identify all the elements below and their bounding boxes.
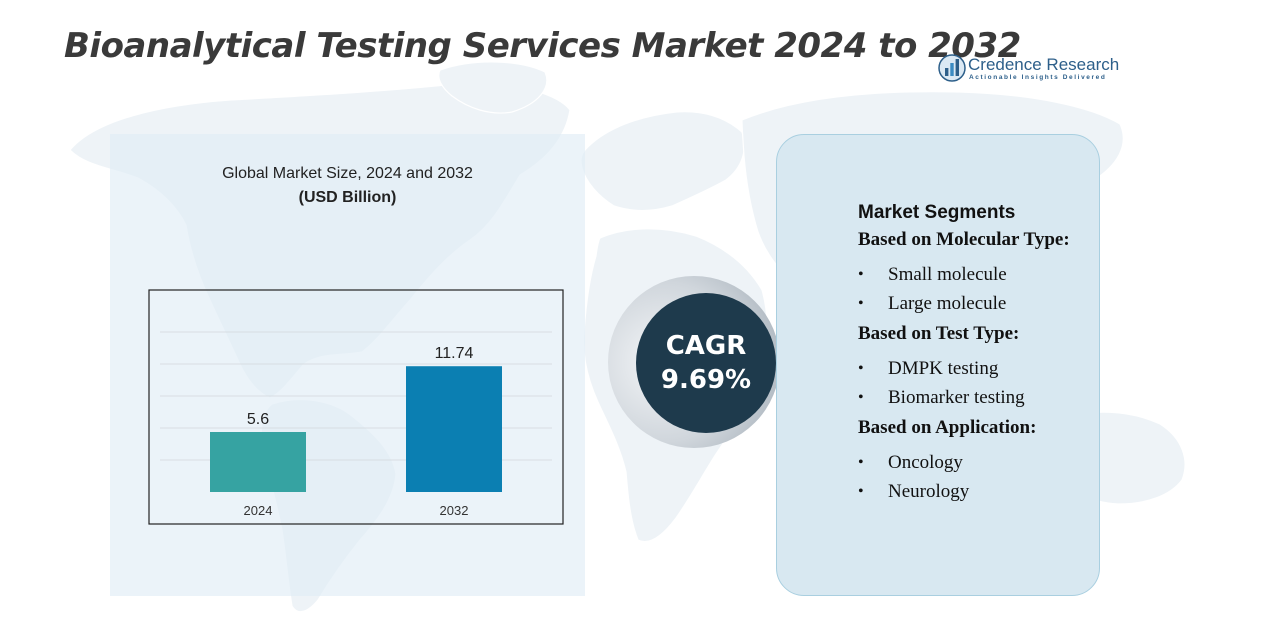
segment-item: Oncology bbox=[858, 448, 1098, 477]
segment-item: DMPK testing bbox=[858, 354, 1098, 383]
brand-logo: Credence Research Actionable Insights De… bbox=[938, 54, 1128, 86]
cagr-value: 9.69% bbox=[660, 365, 752, 395]
cagr-badge: CAGR 9.69% bbox=[636, 293, 776, 433]
chart-frame bbox=[148, 289, 564, 525]
segment-heading: Based on Application: bbox=[858, 417, 1037, 438]
europe-shape bbox=[580, 111, 745, 212]
segments-title: Market Segments bbox=[858, 202, 1016, 223]
x-tick-label: 2032 bbox=[440, 503, 469, 518]
cagr-label: CAGR bbox=[665, 331, 747, 361]
segment-group-molecular-type: Based on Molecular Type: Small molecule … bbox=[858, 228, 1098, 318]
chart-title: Global Market Size, 2024 and 2032 bbox=[222, 165, 473, 182]
logo-tagline: Actionable Insights Delivered bbox=[969, 74, 1107, 81]
page-title: Bioanalytical Testing Services Market 20… bbox=[64, 26, 1021, 66]
bar-chart-logo-icon bbox=[938, 54, 966, 82]
market-size-bar-chart: 5.6 11.74 2024 2032 bbox=[148, 289, 564, 525]
segment-item: Neurology bbox=[858, 477, 1098, 506]
data-label-2024: 5.6 bbox=[247, 411, 269, 428]
chart-subtitle: (USD Billion) bbox=[298, 189, 397, 206]
segment-item: Large molecule bbox=[858, 289, 1098, 318]
market-size-panel: Global Market Size, 2024 and 2032 (USD B… bbox=[110, 134, 585, 596]
bar-2024 bbox=[210, 432, 306, 492]
segment-item: Small molecule bbox=[858, 260, 1098, 289]
bar-2032 bbox=[406, 366, 502, 492]
segment-item: Biomarker testing bbox=[858, 383, 1098, 412]
greenland-shape bbox=[438, 61, 548, 114]
logo-name: Credence Research bbox=[968, 55, 1120, 74]
data-label-2032: 11.74 bbox=[435, 345, 474, 362]
segment-heading: Based on Molecular Type: bbox=[858, 229, 1070, 250]
x-tick-label: 2024 bbox=[244, 503, 273, 518]
segment-heading: Based on Test Type: bbox=[858, 323, 1020, 344]
segments-list: Based on Molecular Type: Small molecule … bbox=[858, 228, 1098, 510]
segment-group-application: Based on Application: Oncology Neurology bbox=[858, 416, 1098, 506]
segment-group-test-type: Based on Test Type: DMPK testing Biomark… bbox=[858, 322, 1098, 412]
